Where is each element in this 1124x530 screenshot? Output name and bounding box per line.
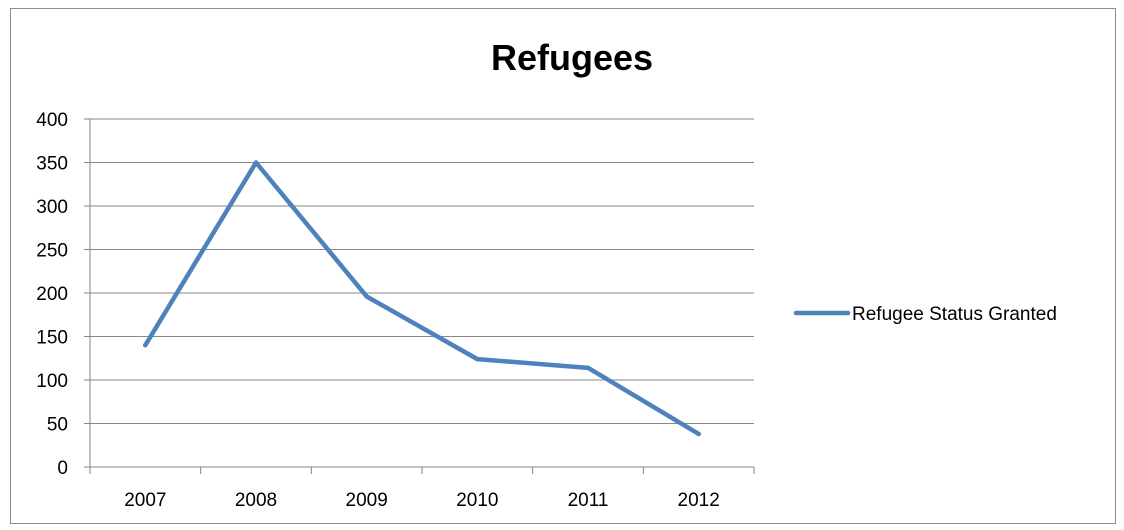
y-tick-label-100: 100 <box>36 371 68 392</box>
legend-label-0: Refugee Status Granted <box>852 304 1057 325</box>
x-tick-label-2009: 2009 <box>346 490 388 511</box>
x-tick-label-2008: 2008 <box>235 490 277 511</box>
x-tick-label-2012: 2012 <box>678 490 720 511</box>
tick-labels: 0 50 100 150 200 250 300 350 400 2007 2008 2009 2010… <box>36 110 720 511</box>
y-tick-label-200: 200 <box>36 284 68 305</box>
x-tick-label-2011: 2011 <box>568 490 609 511</box>
y-tick-label-300: 300 <box>36 197 68 218</box>
axes <box>84 118 755 474</box>
data-point-2007 <box>143 343 148 348</box>
y-tick-label-150: 150 <box>36 328 68 349</box>
series-line-0 <box>143 160 701 437</box>
y-tick-label-350: 350 <box>36 154 68 175</box>
y-tick-label-50: 50 <box>47 415 68 436</box>
y-tick-label-400: 400 <box>36 110 68 131</box>
data-point-2011 <box>585 365 591 371</box>
data-point-2009 <box>364 294 369 299</box>
x-tick-label-2007: 2007 <box>124 490 166 511</box>
data-point-2012 <box>696 431 701 437</box>
gridlines <box>90 118 754 424</box>
series-lines <box>143 160 701 437</box>
chart-title: Refugees <box>491 37 653 78</box>
y-tick-label-250: 250 <box>36 241 68 262</box>
y-tick-label-0: 0 <box>57 458 68 479</box>
x-tick-label-2010: 2010 <box>456 490 498 511</box>
legend: Refugee Status Granted <box>793 304 1057 325</box>
data-point-2010 <box>475 356 480 362</box>
data-point-2008 <box>253 160 259 165</box>
